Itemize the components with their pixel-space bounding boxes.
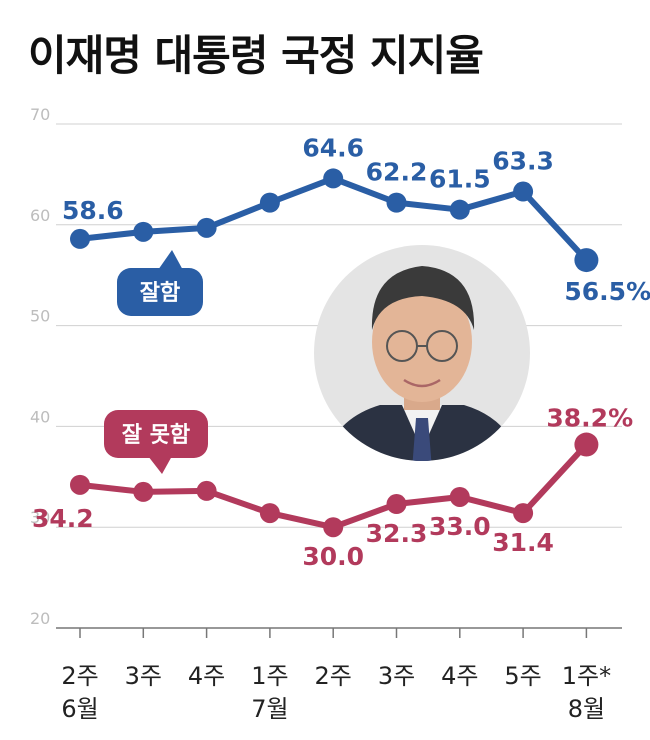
y-tick-label: 70 (30, 105, 50, 124)
x-tick-label: 5주 (504, 662, 541, 690)
y-tick-label: 60 (30, 206, 50, 225)
legend-bad-bubble: 잘 못함 (104, 410, 208, 474)
good-value-label: 56.5% (564, 277, 650, 306)
bad-value-label: 34.2 (32, 504, 94, 533)
bad-value-label: 38.2% (546, 404, 633, 433)
bad-value-label: 30.0 (302, 542, 364, 571)
x-tick-label: 4주 (188, 662, 225, 690)
good-point (386, 192, 407, 213)
bad-point (133, 481, 154, 502)
good-value-label: 64.6 (302, 133, 364, 162)
x-tick-label: 3주 (378, 662, 415, 690)
series-bad-line: 34.2 30.032.3 33.031.4 38.2% (32, 404, 633, 572)
y-tick-label: 50 (30, 307, 50, 326)
good-point (133, 221, 154, 242)
y-tick-label: 30 (30, 508, 50, 527)
good-point (70, 228, 90, 249)
x-tick-label: 6월 (61, 695, 98, 723)
bad-point (574, 432, 599, 457)
good-point (323, 168, 344, 189)
good-point (196, 217, 217, 238)
x-tick-label: 1주* (562, 662, 611, 690)
legend-good-bubble: 잘함 (117, 250, 203, 316)
series-good-line: 58.6 64.662.2 61.563.3 56.5% (62, 133, 650, 306)
x-axis: 2주 6월 3주 4주 1주 7월 2주 3주 4주 5주 1주* 8월 (61, 628, 611, 723)
good-value-label: 61.5 (429, 165, 491, 194)
y-tick-label: 40 (30, 407, 50, 426)
chart-title: 이재명 대통령 국정 지지율 (28, 31, 484, 80)
good-point (574, 248, 599, 273)
bad-value-label: 32.3 (366, 519, 428, 548)
bad-point (323, 517, 344, 538)
bad-value-label: 33.0 (429, 512, 491, 541)
bad-point (513, 503, 534, 524)
good-point (449, 199, 470, 220)
good-point (513, 181, 534, 202)
y-tick-label: 20 (30, 609, 50, 628)
good-value-label: 62.2 (366, 158, 428, 187)
x-tick-label: 1주 (251, 662, 288, 690)
bad-point (386, 494, 407, 515)
good-value-label: 58.6 (62, 196, 124, 225)
bad-point (449, 486, 470, 507)
y-axis-ticks: 20 30 40 50 60 70 (30, 105, 50, 628)
legend-good-label: 잘함 (140, 281, 180, 306)
x-tick-label: 4주 (441, 662, 478, 690)
x-tick-label: 2주 (315, 662, 352, 690)
x-tick-label: 3주 (125, 662, 162, 690)
good-point (259, 192, 280, 213)
bad-point (259, 503, 280, 524)
good-value-label: 63.3 (492, 147, 554, 176)
x-tick-label: 8월 (568, 695, 605, 723)
x-tick-label: 2주 (61, 662, 98, 690)
bad-point (196, 480, 217, 501)
portrait-photo (314, 245, 530, 461)
bad-point (70, 474, 90, 495)
legend-bad-label: 잘 못함 (122, 423, 190, 448)
good-line-path (77, 175, 590, 264)
bad-value-label: 31.4 (492, 528, 554, 557)
x-tick-label: 7월 (251, 695, 288, 723)
